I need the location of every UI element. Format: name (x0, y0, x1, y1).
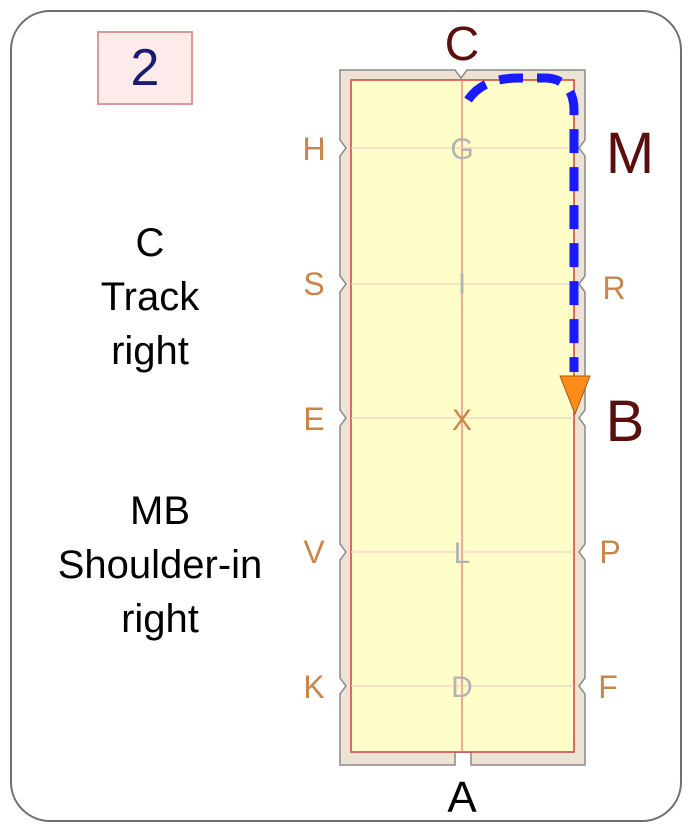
instruction-1-line-3: right (111, 329, 189, 373)
instruction-2-line-3: right (121, 597, 199, 641)
test-number: 2 (130, 39, 160, 97)
letter-V: V (303, 534, 325, 570)
letter-B: B (606, 389, 645, 454)
letter-E: E (303, 401, 324, 437)
letter-X: X (452, 404, 472, 437)
instruction-1: C Track right (70, 216, 230, 378)
instruction-2: MB Shoulder-in right (30, 484, 290, 646)
instruction-2-line-2: Shoulder-in (57, 543, 263, 587)
instruction-2-line-1: MB (130, 489, 190, 533)
letter-I: I (458, 268, 466, 301)
instruction-1-line-2: Track (100, 275, 200, 319)
letter-F: F (598, 669, 618, 705)
movement-path (464, 73, 579, 372)
letter-R: R (602, 270, 625, 306)
letter-H: H (302, 131, 325, 167)
letter-A: A (447, 773, 477, 822)
letter-K: K (303, 669, 324, 705)
letter-C: C (445, 18, 480, 71)
letter-G: G (450, 133, 473, 166)
letter-M: M (606, 121, 654, 186)
letter-L: L (454, 537, 471, 570)
instruction-1-line-1: C (135, 221, 165, 265)
test-number-badge: 2 (97, 31, 193, 105)
marker-lines (351, 147, 574, 687)
letter-S: S (303, 266, 324, 302)
letter-P: P (599, 534, 620, 570)
path-arrowhead (559, 375, 591, 416)
letter-D: D (451, 671, 473, 704)
